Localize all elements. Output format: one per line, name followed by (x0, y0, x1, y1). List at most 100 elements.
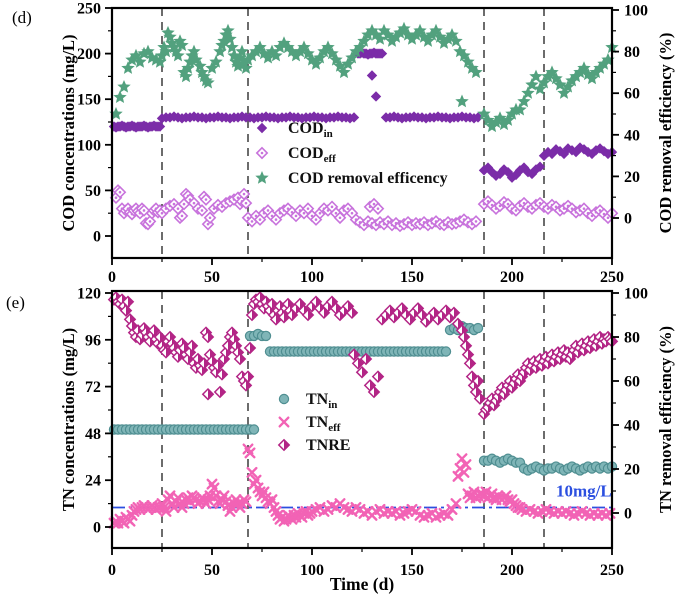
data-point (121, 61, 135, 74)
data-point (289, 48, 303, 62)
data-point-half (446, 305, 452, 316)
data-point-half (454, 307, 460, 318)
y-axis-title-right: TN removal efficiency (%) (656, 326, 675, 513)
data-point-dot (172, 202, 176, 206)
data-point (449, 34, 463, 47)
legend-item-TN_in: TNin (278, 391, 337, 411)
data-point (278, 393, 290, 405)
data-point-dot (474, 220, 478, 223)
data-point-half (250, 342, 256, 354)
legend-item-TN_eff: TNeff (278, 414, 341, 434)
data-point-dot (220, 205, 224, 209)
data-point-dot (386, 220, 390, 223)
data-point-dot (182, 202, 186, 206)
data-point (278, 416, 290, 428)
y-left-tick-label: 250 (77, 1, 101, 18)
y-right-tick-label: 20 (624, 462, 640, 479)
data-point-half (402, 303, 408, 314)
data-point (472, 112, 484, 123)
data-point-dot (142, 209, 146, 212)
data-point (237, 57, 251, 70)
data-point-half (246, 380, 252, 391)
y-right-tick-label: 60 (624, 374, 640, 391)
data-point (154, 121, 166, 132)
data-point-dot (554, 205, 558, 209)
data-point-dot (326, 209, 330, 212)
data-point (521, 86, 535, 99)
x-tick-label: 150 (400, 269, 424, 286)
data-point (537, 75, 551, 89)
data-point (478, 165, 490, 176)
x-tick-label: 250 (600, 562, 624, 579)
data-point (171, 48, 185, 62)
data-point (317, 44, 331, 58)
data-point-half (472, 371, 478, 382)
data-point-dot (258, 218, 262, 221)
data-point (389, 30, 403, 43)
data-point-dot (274, 218, 278, 221)
data-point-half (358, 358, 364, 369)
data-point-half (374, 386, 380, 398)
data-point (273, 40, 287, 54)
data-point-half (284, 439, 290, 451)
data-point-half (154, 325, 160, 336)
data-point-dot (180, 214, 184, 218)
x-tick-label: 200 (500, 562, 524, 579)
data-point (277, 36, 291, 49)
data-point (133, 55, 147, 68)
data-point (502, 166, 514, 178)
data-point (541, 69, 555, 83)
data-point-dot (602, 212, 606, 216)
data-point-dot (514, 209, 518, 212)
legend-item-COD_eff: CODeff (255, 145, 336, 165)
data-point (497, 117, 511, 131)
data-point (179, 69, 193, 83)
data-point (210, 490, 222, 502)
x-tick-label: 50 (204, 562, 220, 579)
data-point (385, 34, 399, 47)
data-point (456, 453, 468, 465)
data-point (249, 44, 263, 58)
ref-line-label: 10mg/L (556, 482, 612, 501)
data-point-dot (498, 204, 502, 208)
data-point-dot (192, 201, 196, 205)
data-point (489, 115, 503, 128)
data-point-half (192, 340, 198, 351)
series-TN_eff (108, 443, 616, 529)
y-axis-title-left: COD concentrations (mg/L) (59, 34, 78, 231)
data-point-dot (582, 207, 586, 210)
y-right-tick-label: 60 (624, 86, 640, 103)
data-point-half (366, 353, 372, 365)
data-point-dot (270, 214, 274, 218)
data-point (486, 166, 498, 178)
data-point (513, 102, 527, 116)
data-point (450, 498, 462, 510)
data-point-dot (590, 214, 594, 218)
y-right-tick-label: 0 (624, 211, 632, 228)
data-point-dot (204, 198, 208, 201)
data-point-half (470, 358, 476, 369)
data-point-dot (490, 203, 494, 207)
data-point (248, 424, 260, 435)
data-point (187, 44, 201, 58)
data-point-half (126, 305, 132, 316)
data-point (257, 46, 271, 60)
data-point (240, 496, 252, 508)
data-point-half (222, 369, 228, 380)
y-axis-title-right: COD removal efficiency (%) (656, 33, 675, 234)
data-point (441, 32, 455, 45)
data-point (421, 34, 435, 47)
data-point-half (324, 307, 330, 318)
data-point (557, 86, 571, 99)
data-point (405, 32, 419, 45)
legend-label-TN_in: TNin (306, 391, 337, 411)
data-point-dot (310, 214, 314, 218)
data-point-dot (208, 216, 212, 220)
data-point (125, 52, 139, 66)
data-point-half (208, 331, 214, 343)
data-point-half (348, 301, 354, 312)
data-point-half (458, 318, 464, 329)
legend: CODin CODeff COD removal efficency (255, 120, 448, 187)
data-point-half (292, 309, 298, 321)
